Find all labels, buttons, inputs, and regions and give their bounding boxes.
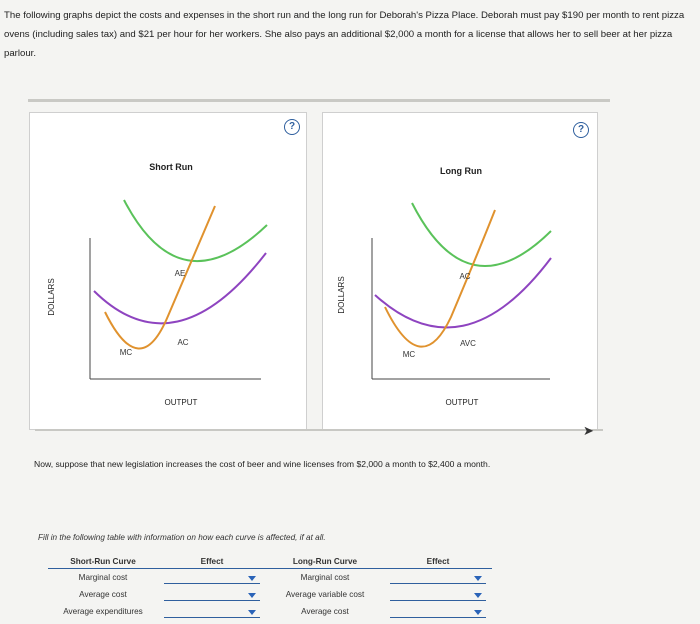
short-run-graph: Short Run DOLLARS OUTPUT AE AC MC <box>47 162 268 407</box>
header-short-run-curve: Short-Run Curve <box>48 554 158 569</box>
header-long-effect: Effect <box>384 554 492 569</box>
intro-text: The following graphs depict the costs an… <box>4 10 685 59</box>
long-run-title: Long Run <box>440 166 482 176</box>
effects-table: Short-Run Curve Effect Long-Run Curve Ef… <box>48 554 492 620</box>
short-run-y-axis-label: DOLLARS <box>47 278 56 315</box>
cursor-arrow-icon: ➤ <box>583 423 594 438</box>
short-run-green-curve <box>123 199 268 262</box>
short-curve-name: Marginal cost <box>78 573 128 582</box>
long-run-graph: Long Run DOLLARS OUTPUT AC AVC MC <box>337 166 552 407</box>
instruction-text: Fill in the following table with informa… <box>38 533 326 542</box>
table-header-row: Short-Run Curve Effect Long-Run Curve Ef… <box>48 554 492 569</box>
short-run-purple-curve <box>93 252 267 325</box>
dropdown-caret-icon <box>474 592 482 598</box>
dropdown-caret-icon <box>248 575 256 581</box>
long-run-avc-label: AVC <box>460 339 476 348</box>
table-row: Average cost Average variable cost <box>48 586 492 603</box>
header-long-run-curve: Long-Run Curve <box>266 554 384 569</box>
question-text: Now, suppose that new legislation increa… <box>34 459 491 469</box>
header-short-effect: Effect <box>158 554 266 569</box>
long-run-y-axis-label: DOLLARS <box>337 276 346 313</box>
dropdown-caret-icon <box>248 609 256 615</box>
help-icon[interactable]: ? <box>573 122 589 138</box>
effect-dropdown[interactable] <box>390 572 486 584</box>
long-run-x-axis-label: OUTPUT <box>446 398 479 407</box>
short-curve-name: Average expenditures <box>63 607 143 616</box>
dropdown-caret-icon <box>248 592 256 598</box>
effect-dropdown[interactable] <box>164 589 260 601</box>
long-run-panel: ? Long Run DOLLARS OUTPUT AC AVC MC <box>322 112 598 430</box>
dropdown-caret-icon <box>474 609 482 615</box>
short-run-title: Short Run <box>149 162 193 172</box>
effect-dropdown[interactable] <box>164 606 260 618</box>
table-row: Average expenditures Average cost <box>48 603 492 620</box>
short-curve-name: Average cost <box>79 590 127 599</box>
short-run-mc-label: MC <box>120 348 133 357</box>
effect-dropdown[interactable] <box>390 589 486 601</box>
long-run-green-curve <box>411 202 552 267</box>
long-run-ac-label: AC <box>459 272 470 281</box>
short-run-panel: ? Short Run DOLLARS OUTPUT AE AC MC <box>29 112 307 430</box>
short-run-ac-label: AC <box>177 338 188 347</box>
top-divider <box>28 99 610 102</box>
short-run-x-axis-label: OUTPUT <box>165 398 198 407</box>
long-run-mc-label: MC <box>403 350 416 359</box>
long-curve-name: Average cost <box>301 607 349 616</box>
long-run-orange-curve <box>384 209 496 348</box>
long-curve-name: Average variable cost <box>285 590 365 599</box>
short-run-orange-curve <box>104 205 216 350</box>
long-run-purple-curve <box>374 257 552 329</box>
short-run-ae-label: AE <box>175 269 186 278</box>
table-row: Marginal cost Marginal cost <box>48 569 492 587</box>
long-curve-name: Marginal cost <box>300 573 350 582</box>
effect-dropdown[interactable] <box>164 572 260 584</box>
effect-dropdown[interactable] <box>390 606 486 618</box>
dropdown-caret-icon <box>474 575 482 581</box>
middle-divider <box>35 429 603 431</box>
help-icon[interactable]: ? <box>284 119 300 135</box>
